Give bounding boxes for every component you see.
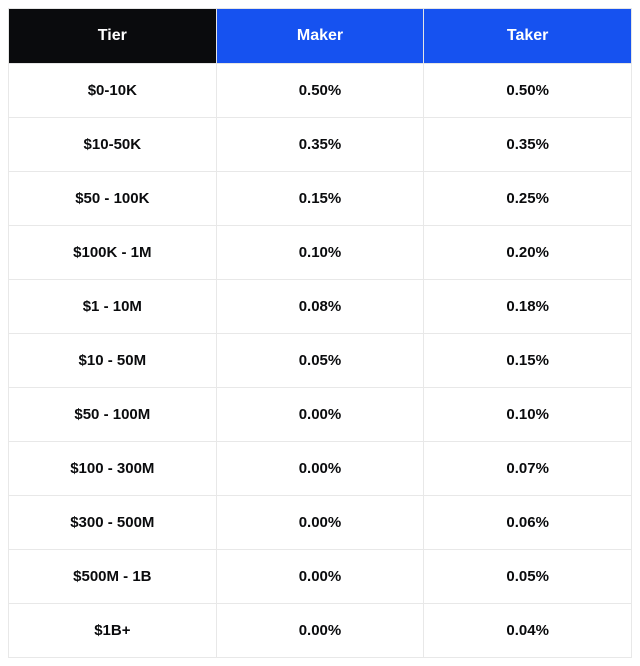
cell-taker: 0.06% — [424, 496, 632, 550]
table-row: $100 - 300M 0.00% 0.07% — [9, 442, 632, 496]
column-header-tier: Tier — [9, 9, 217, 64]
cell-tier: $10-50K — [9, 118, 217, 172]
cell-taker: 0.25% — [424, 172, 632, 226]
cell-tier: $0-10K — [9, 64, 217, 118]
cell-maker: 0.15% — [216, 172, 424, 226]
cell-maker: 0.50% — [216, 64, 424, 118]
table-row: $50 - 100K 0.15% 0.25% — [9, 172, 632, 226]
cell-tier: $300 - 500M — [9, 496, 217, 550]
cell-taker: 0.18% — [424, 280, 632, 334]
cell-taker: 0.10% — [424, 388, 632, 442]
column-header-taker: Taker — [424, 9, 632, 64]
cell-tier: $100K - 1M — [9, 226, 217, 280]
cell-tier: $50 - 100K — [9, 172, 217, 226]
cell-maker: 0.00% — [216, 496, 424, 550]
cell-taker: 0.04% — [424, 604, 632, 658]
fee-table: Tier Maker Taker $0-10K 0.50% 0.50% $10-… — [8, 8, 632, 658]
cell-tier: $1 - 10M — [9, 280, 217, 334]
table-row: $1 - 10M 0.08% 0.18% — [9, 280, 632, 334]
cell-maker: 0.00% — [216, 604, 424, 658]
cell-maker: 0.00% — [216, 442, 424, 496]
cell-maker: 0.00% — [216, 388, 424, 442]
cell-tier: $50 - 100M — [9, 388, 217, 442]
cell-tier: $1B+ — [9, 604, 217, 658]
cell-maker: 0.05% — [216, 334, 424, 388]
cell-taker: 0.20% — [424, 226, 632, 280]
table-row: $300 - 500M 0.00% 0.06% — [9, 496, 632, 550]
cell-maker: 0.08% — [216, 280, 424, 334]
cell-maker: 0.10% — [216, 226, 424, 280]
cell-taker: 0.35% — [424, 118, 632, 172]
cell-taker: 0.15% — [424, 334, 632, 388]
table-row: $1B+ 0.00% 0.04% — [9, 604, 632, 658]
table-row: $10 - 50M 0.05% 0.15% — [9, 334, 632, 388]
table-header-row: Tier Maker Taker — [9, 9, 632, 64]
cell-maker: 0.35% — [216, 118, 424, 172]
table-row: $50 - 100M 0.00% 0.10% — [9, 388, 632, 442]
cell-tier: $100 - 300M — [9, 442, 217, 496]
cell-taker: 0.07% — [424, 442, 632, 496]
cell-taker: 0.50% — [424, 64, 632, 118]
table-row: $100K - 1M 0.10% 0.20% — [9, 226, 632, 280]
table-row: $0-10K 0.50% 0.50% — [9, 64, 632, 118]
cell-tier: $10 - 50M — [9, 334, 217, 388]
column-header-maker: Maker — [216, 9, 424, 64]
cell-taker: 0.05% — [424, 550, 632, 604]
cell-tier: $500M - 1B — [9, 550, 217, 604]
table-row: $10-50K 0.35% 0.35% — [9, 118, 632, 172]
table-row: $500M - 1B 0.00% 0.05% — [9, 550, 632, 604]
cell-maker: 0.00% — [216, 550, 424, 604]
